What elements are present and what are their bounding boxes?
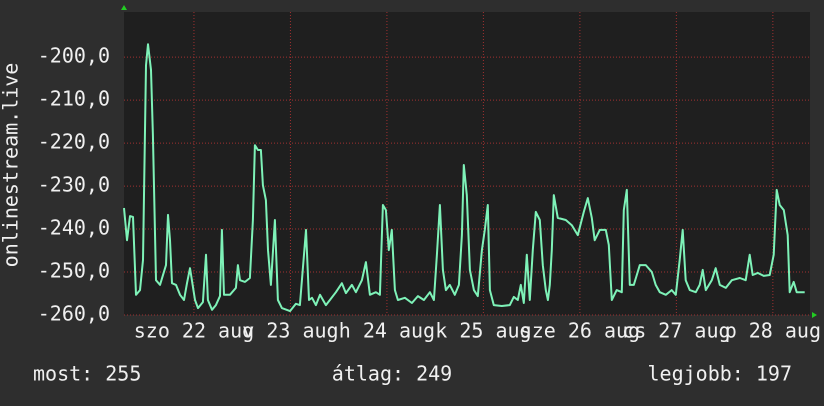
x-tick-label: cs 27 aug bbox=[622, 319, 730, 343]
y-tick-label: -260,0 bbox=[38, 302, 110, 326]
y-tick-label: -230,0 bbox=[38, 173, 110, 197]
x-tick-label: h 24 aug bbox=[339, 319, 435, 343]
y-tick-label: -250,0 bbox=[38, 259, 110, 283]
y-axis-arrow bbox=[121, 5, 127, 10]
y-axis-label: onlinestream.live bbox=[0, 63, 23, 268]
x-tick-label: sze 26 aug bbox=[520, 319, 640, 343]
data-line bbox=[123, 43, 805, 313]
x-tick-label: k 25 aug bbox=[435, 319, 531, 343]
x-axis-arrow bbox=[812, 312, 817, 318]
x-tick-label: v 23 aug bbox=[242, 319, 338, 343]
y-tick-label: -200,0 bbox=[38, 44, 110, 68]
stat-current: most: 255 bbox=[33, 362, 141, 386]
x-tick-label: p 28 aug bbox=[725, 319, 821, 343]
y-tick-label: -210,0 bbox=[38, 87, 110, 111]
stat-best: legjobb: 197 bbox=[648, 362, 793, 386]
stat-average: átlag: 249 bbox=[332, 362, 452, 386]
y-tick-label: -240,0 bbox=[38, 216, 110, 240]
x-tick-label: szo 22 aug bbox=[134, 319, 254, 343]
y-tick-label: -220,0 bbox=[38, 130, 110, 154]
